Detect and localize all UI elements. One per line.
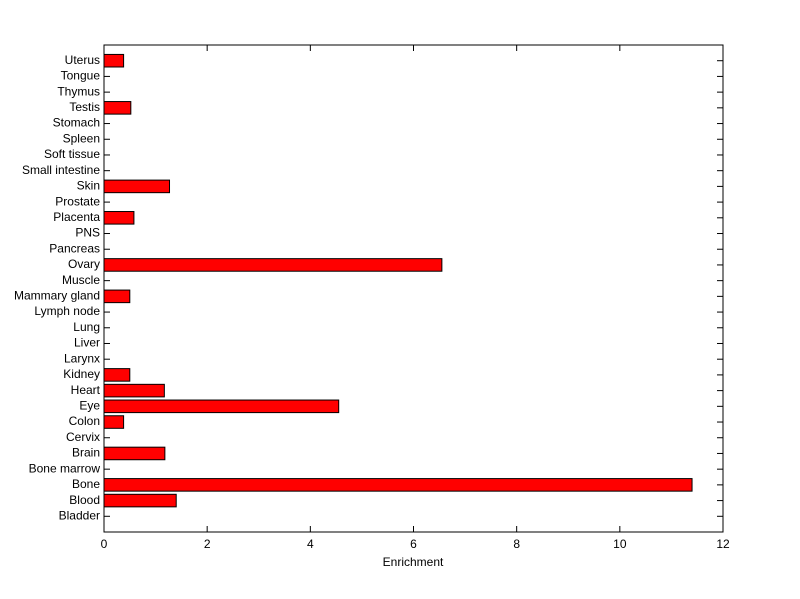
y-tick-label: Bladder xyxy=(59,508,100,522)
y-tick-label: Lymph node xyxy=(34,304,100,318)
y-tick-label: Soft tissue xyxy=(44,147,100,161)
plot-area xyxy=(103,44,724,533)
x-tick-label: 8 xyxy=(513,537,520,551)
y-tick-label: Small intestine xyxy=(22,163,100,177)
x-tick-label: 2 xyxy=(204,537,211,551)
y-tick-label: Pancreas xyxy=(49,241,100,255)
y-tick-label: Eye xyxy=(79,398,100,412)
bar xyxy=(103,383,165,398)
y-tick-label: PNS xyxy=(75,226,100,240)
bar xyxy=(103,101,132,115)
x-tick-label: 10 xyxy=(613,537,627,551)
y-tick-label: Colon xyxy=(69,414,100,428)
y-tick-label: Spleen xyxy=(63,131,100,145)
x-tick-label: 0 xyxy=(101,537,108,551)
bar xyxy=(103,179,171,194)
bar xyxy=(103,415,125,429)
y-tick-label: Skin xyxy=(77,179,100,193)
y-tick-label: Tongue xyxy=(61,69,101,83)
y-tick-label: Ovary xyxy=(68,257,100,271)
y-tick-label: Bone xyxy=(72,477,100,491)
x-tick-label: 4 xyxy=(307,537,314,551)
y-tick-label: Muscle xyxy=(62,273,100,287)
bar xyxy=(103,493,177,508)
bar xyxy=(103,53,125,68)
y-tick-label: Blood xyxy=(69,493,100,507)
y-tick-label: Kidney xyxy=(63,367,100,381)
y-tick-label: Heart xyxy=(71,383,101,397)
bar xyxy=(103,289,131,304)
bar xyxy=(103,368,131,382)
y-tick-label: Stomach xyxy=(53,116,100,130)
bar xyxy=(103,258,443,272)
y-tick-label: Placenta xyxy=(53,210,100,224)
x-tick-label: 12 xyxy=(716,537,730,551)
bar xyxy=(103,478,693,492)
y-tick-label: Lung xyxy=(73,320,100,334)
bar xyxy=(103,211,135,225)
x-tick-label: 6 xyxy=(410,537,417,551)
y-tick-label: Cervix xyxy=(66,430,100,444)
y-tick-label: Prostate xyxy=(55,194,100,208)
bar xyxy=(103,399,340,414)
y-tick-label: Larynx xyxy=(64,351,100,365)
y-tick-label: Thymus xyxy=(57,84,100,98)
y-tick-label: Liver xyxy=(74,336,100,350)
x-axis-label: Enrichment xyxy=(383,555,444,569)
y-tick-label: Testis xyxy=(69,100,100,114)
bar xyxy=(103,446,166,461)
y-tick-label: Mammary gland xyxy=(14,289,100,303)
y-tick-label: Uterus xyxy=(65,53,100,67)
y-tick-label: Brain xyxy=(72,446,100,460)
y-tick-label: Bone marrow xyxy=(29,461,101,475)
